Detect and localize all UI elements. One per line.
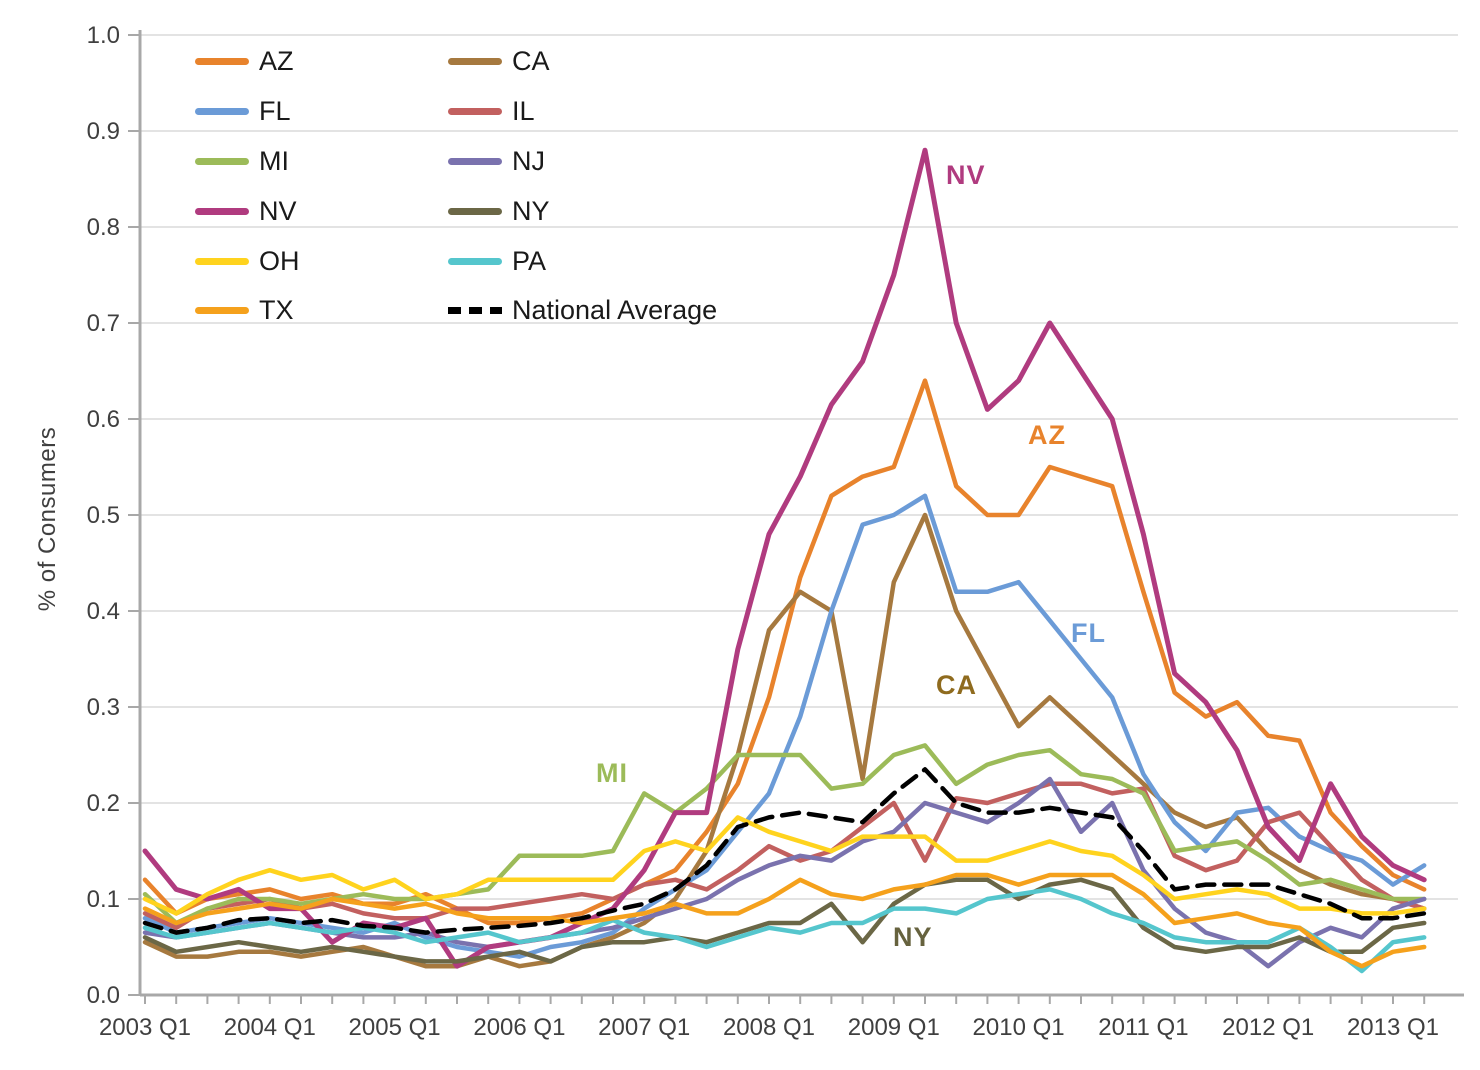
- y-tick-label: 0.0: [87, 982, 120, 1009]
- y-tick-label: 0.4: [87, 598, 120, 625]
- x-tick-label: 2012 Q1: [1222, 1014, 1314, 1041]
- annotation-nv: NV: [946, 160, 986, 190]
- series-line-ca: [142, 512, 1427, 969]
- x-tick-label: 2010 Q1: [973, 1014, 1065, 1041]
- x-tick-label: 2003 Q1: [99, 1014, 191, 1041]
- annotation-ny: NY: [893, 922, 933, 952]
- y-tick-label: 1.0: [87, 22, 120, 49]
- series-line-national-average: [142, 767, 1427, 935]
- series-line-nj: [142, 776, 1427, 969]
- series-line-mi: [142, 743, 1427, 926]
- x-tick-label: 2005 Q1: [349, 1014, 441, 1041]
- x-tick-label: 2006 Q1: [473, 1014, 565, 1041]
- x-tick-label: 2007 Q1: [598, 1014, 690, 1041]
- x-tick-label: 2004 Q1: [224, 1014, 316, 1041]
- y-tick-label: 0.3: [87, 694, 120, 721]
- x-tick-label: 2011 Q1: [1098, 1014, 1188, 1041]
- y-tick-label: 0.6: [87, 406, 120, 433]
- annotation-az: AZ: [1028, 420, 1066, 450]
- series-line-tx: [142, 872, 1427, 969]
- annotation-fl: FL: [1071, 618, 1106, 648]
- y-tick-label: 0.2: [87, 790, 120, 817]
- annotation-mi: MI: [596, 758, 628, 788]
- series-line-il: [142, 781, 1427, 931]
- series-line-ny: [142, 877, 1427, 964]
- y-tick-label: 0.7: [87, 310, 120, 337]
- y-tick-label: 0.5: [87, 502, 120, 529]
- series-line-oh: [142, 815, 1427, 916]
- x-tick-label: 2009 Q1: [848, 1014, 940, 1041]
- y-tick-label: 0.8: [87, 214, 120, 241]
- x-tick-label: 2013 Q1: [1347, 1014, 1439, 1041]
- y-tick-label: 0.9: [87, 118, 120, 145]
- series-line-pa: [142, 887, 1427, 974]
- x-tick-label: 2008 Q1: [723, 1014, 815, 1041]
- annotation-ca: CA: [936, 670, 977, 700]
- y-tick-label: 0.1: [87, 886, 120, 913]
